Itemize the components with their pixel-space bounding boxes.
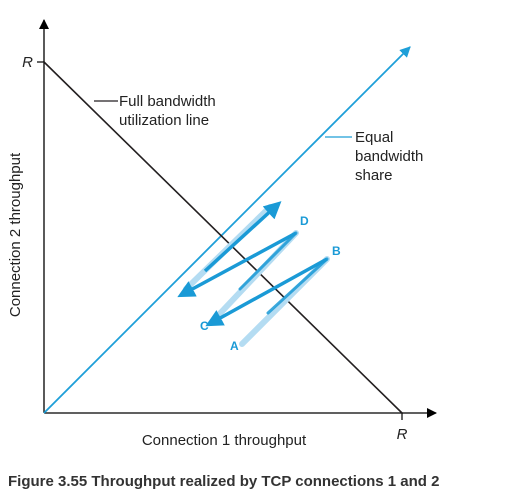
trajectory-segment-c-to-d-dark <box>238 231 298 291</box>
full-bandwidth-utilization-line <box>43 61 403 414</box>
equal-share-label-line1: Equal <box>355 129 393 146</box>
full-bandwidth-label-line2: utilization line <box>119 112 209 129</box>
x-axis-label: Connection 1 throughput <box>142 432 307 449</box>
point-a-label: A <box>230 339 239 353</box>
point-d-label: D <box>300 214 309 228</box>
y-axis-label: Connection 2 throughput <box>7 152 24 317</box>
y-axis-max-label: R <box>22 54 33 71</box>
point-b-label: B <box>332 244 341 258</box>
equal-share-label-line2: bandwidth <box>355 148 423 165</box>
trajectory-arrow-e-to-f <box>203 201 282 273</box>
figure-caption: Figure 3.55 Throughput realized by TCP c… <box>8 473 439 490</box>
trajectory-arrow-b-to-c <box>205 257 328 327</box>
point-c-label: C <box>200 319 209 333</box>
trajectory-segment-a-to-b-dark <box>266 257 329 315</box>
equal-bandwidth-share-line <box>43 46 411 414</box>
trajectory-arrow-d-to-e <box>177 231 297 298</box>
equal-share-label-line3: share <box>355 167 393 184</box>
full-bandwidth-label-line1: Full bandwidth <box>119 93 216 110</box>
x-axis-max-label: R <box>397 426 408 443</box>
